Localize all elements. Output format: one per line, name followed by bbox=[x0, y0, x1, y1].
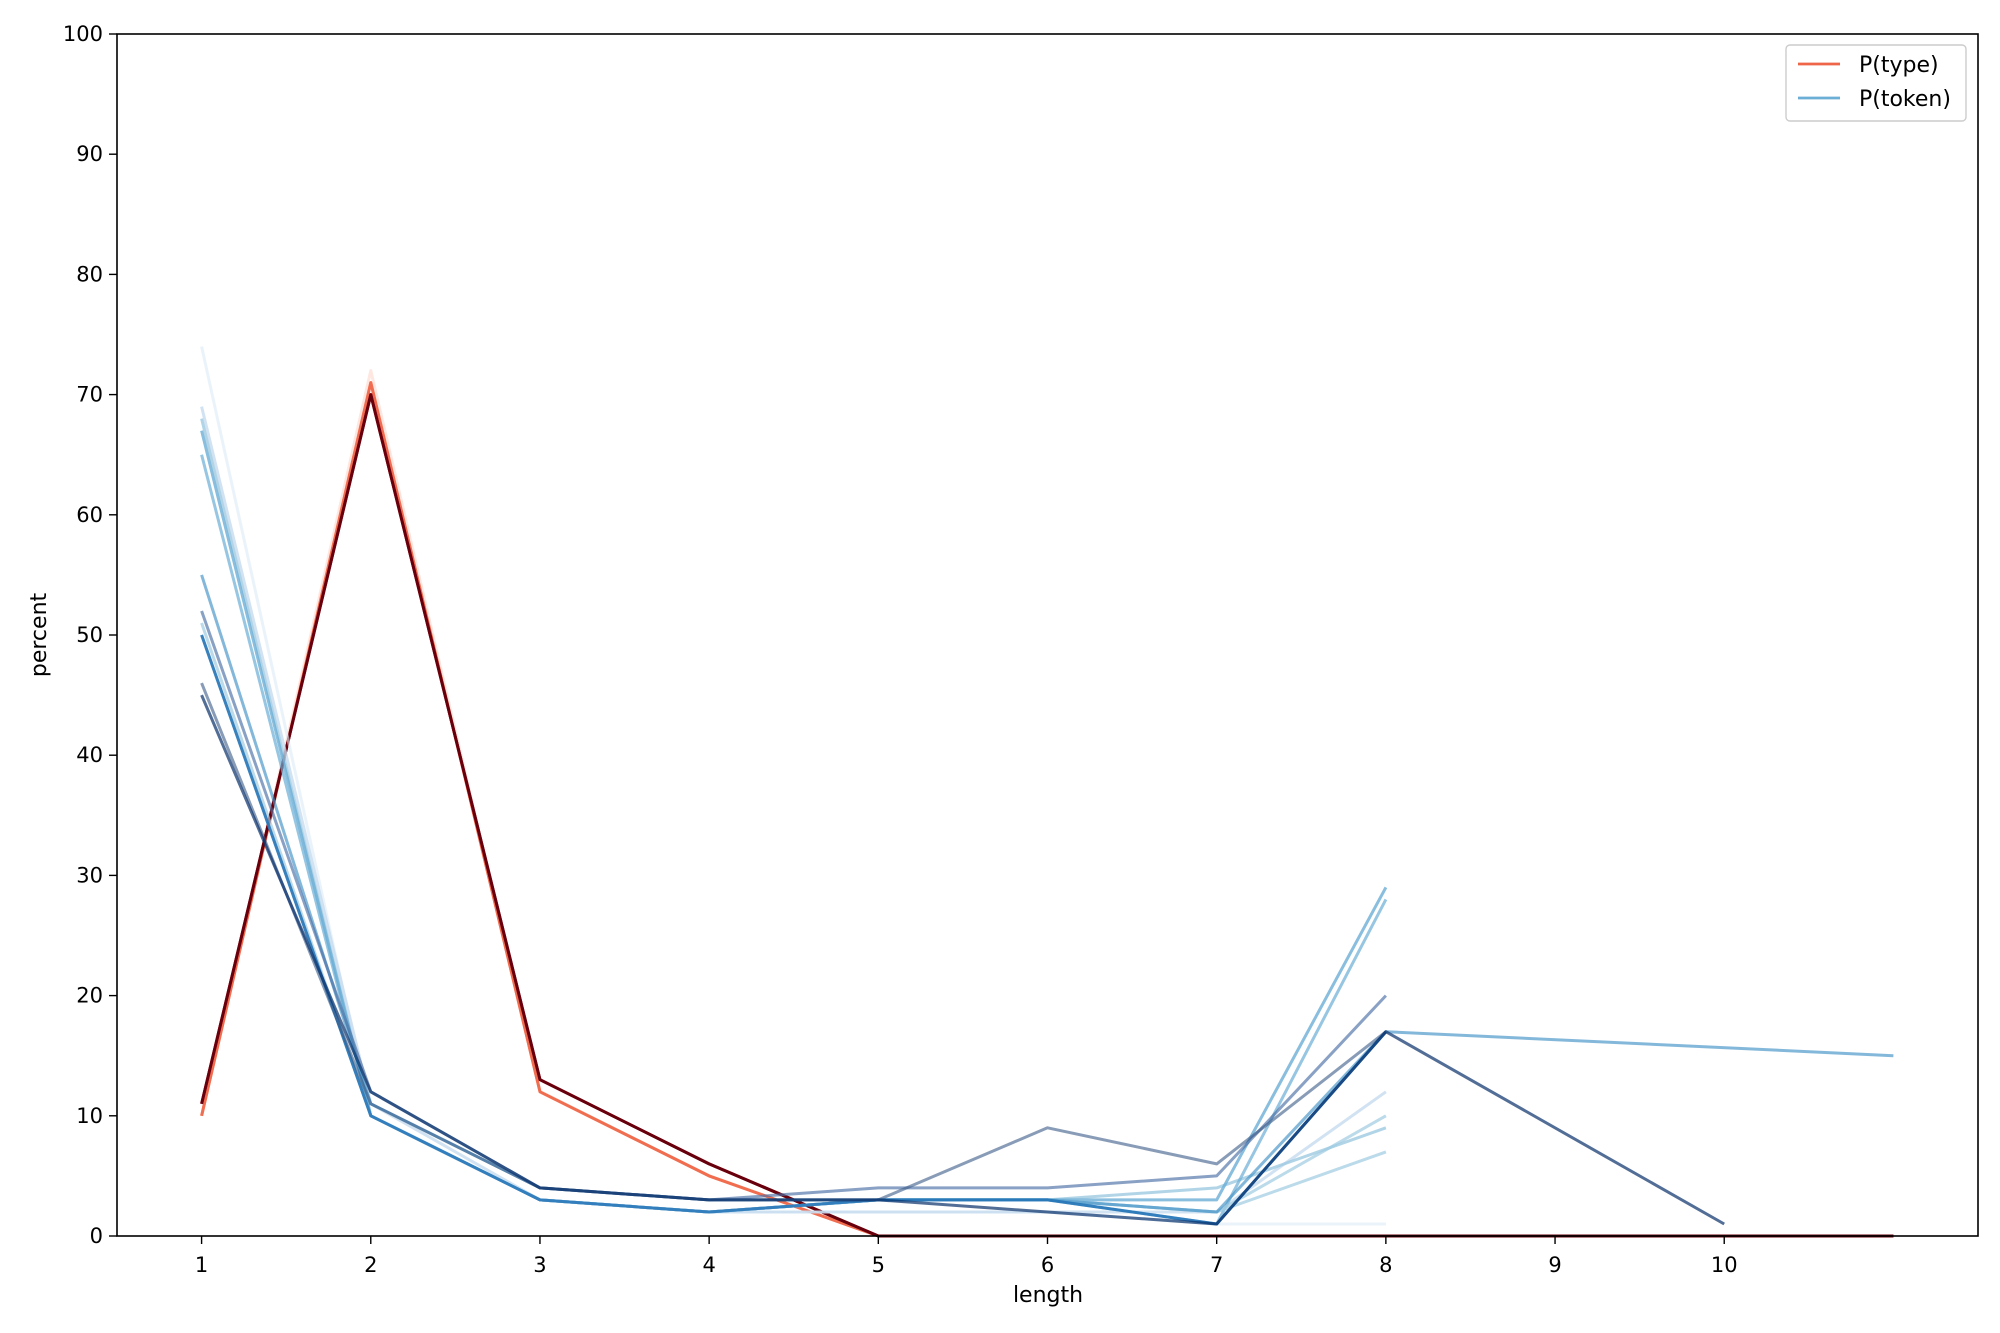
y-tick-label: 100 bbox=[63, 22, 103, 46]
series-line-token-14 bbox=[200, 634, 1388, 1226]
y-tick-label: 40 bbox=[76, 743, 103, 767]
legend-label-type: P(type) bbox=[1859, 53, 1939, 78]
x-tick-label: 8 bbox=[1379, 1253, 1392, 1277]
x-tick-label: 5 bbox=[872, 1253, 885, 1277]
y-axis-label: percent bbox=[27, 592, 52, 677]
x-tick-label: 9 bbox=[1548, 1253, 1561, 1277]
x-tick-label: 4 bbox=[702, 1253, 715, 1277]
y-tick-label: 70 bbox=[76, 383, 103, 407]
y-tick-label: 30 bbox=[76, 863, 103, 887]
x-axis: 1 2 3 4 5 6 7 8 9 10 bbox=[195, 1236, 1738, 1277]
series-line-token-16 bbox=[200, 694, 1725, 1226]
y-tick-label: 0 bbox=[90, 1224, 103, 1248]
y-tick-label: 90 bbox=[76, 142, 103, 166]
series-line-token-6 bbox=[200, 406, 1387, 1214]
legend-label-token: P(token) bbox=[1859, 87, 1951, 112]
x-tick-label: 2 bbox=[364, 1253, 377, 1277]
legend: P(type) P(token) bbox=[1785, 44, 1967, 122]
x-axis-label: length bbox=[1013, 1283, 1083, 1308]
x-tick-label: 6 bbox=[1041, 1253, 1054, 1277]
y-tick-label: 50 bbox=[76, 623, 103, 647]
x-tick-label: 10 bbox=[1711, 1253, 1738, 1277]
y-tick-label: 10 bbox=[76, 1104, 103, 1128]
x-tick-label: 7 bbox=[1210, 1253, 1223, 1277]
y-tick-label: 20 bbox=[76, 984, 103, 1008]
y-tick-label: 60 bbox=[76, 503, 103, 527]
y-axis: 0 10 20 30 40 50 60 70 80 90 100 bbox=[63, 22, 117, 1248]
x-tick-label: 1 bbox=[195, 1253, 208, 1277]
x-tick-label: 3 bbox=[533, 1253, 546, 1277]
y-tick-label: 80 bbox=[76, 262, 103, 286]
